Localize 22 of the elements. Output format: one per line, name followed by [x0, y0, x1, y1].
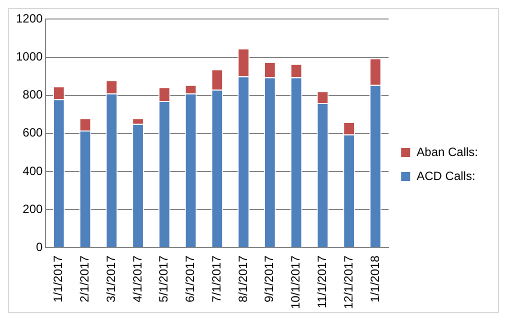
y-tick-label: 400 [22, 164, 44, 178]
x-tick-label: 12/1/2017 [341, 255, 356, 310]
y-tick-label: 800 [22, 88, 44, 102]
x-tick-label: 2/1/2017 [78, 255, 92, 302]
x-tick-label: 10/1/2017 [288, 255, 303, 310]
x-tick-label: 8/1/2017 [236, 255, 250, 302]
x-tick-label: 5/1/2017 [156, 255, 171, 302]
y-tick-label: 1000 [16, 50, 44, 64]
x-tick-label: 11/1/2017 [314, 255, 329, 308]
x-tick-label: 6/1/2017 [183, 255, 198, 302]
x-tick-label: 1/1/2018 [368, 255, 382, 302]
x-tick-label: 1/1/2017 [51, 255, 66, 302]
x-tick-label: 4/1/2017 [130, 255, 144, 302]
x-tick-label: 9/1/2017 [262, 255, 276, 302]
y-tick-label: 1200 [16, 12, 44, 26]
legend-label: Aban Calls: [416, 144, 478, 159]
x-tick-label: 7/1/2017 [209, 255, 224, 302]
y-tick-label: 200 [22, 202, 44, 216]
y-tick-label: 0 [36, 240, 44, 254]
x-tick-label: 3/1/2017 [104, 255, 118, 302]
y-tick-label: 600 [22, 126, 44, 140]
legend-label: ACD Calls: [416, 168, 476, 183]
